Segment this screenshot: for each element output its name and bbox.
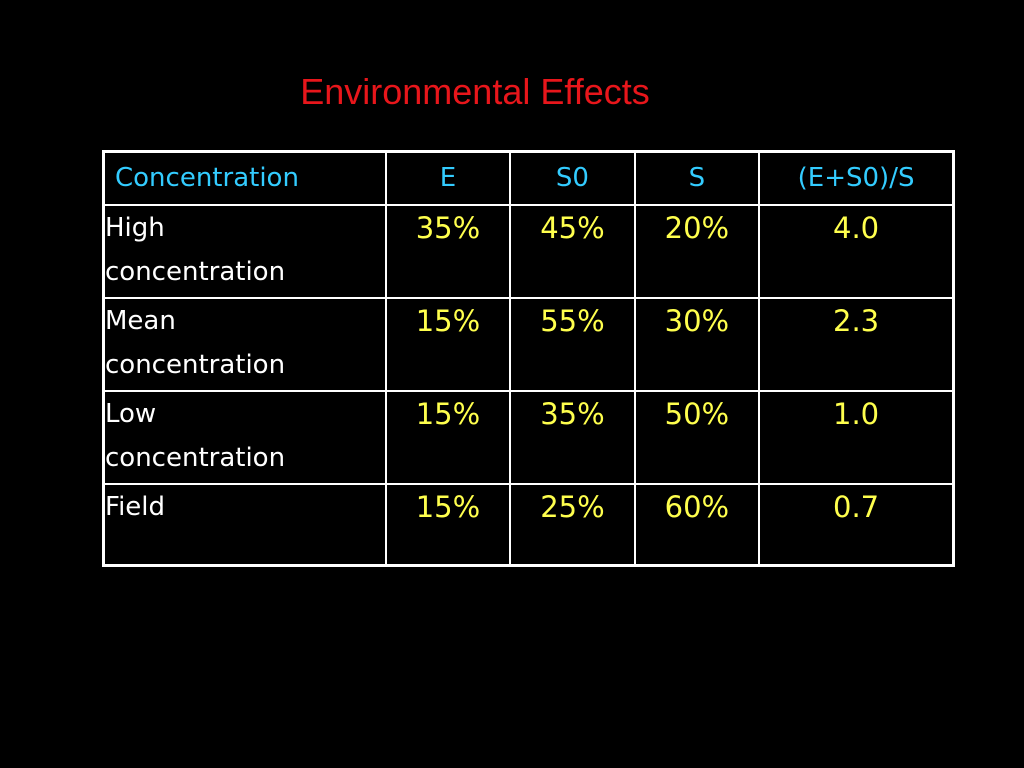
environmental-effects-table: Concentration E S0 S (E+S0)/S High conce…	[102, 150, 955, 567]
cell-value: 45%	[509, 203, 636, 299]
table-row: High concentration 35% 45% 20% 4.0	[102, 203, 955, 299]
row-label-low: Low concentration	[102, 389, 387, 485]
cell-value: 30%	[633, 296, 761, 392]
table-row: Field 15% 25% 60% 0.7	[102, 482, 955, 567]
cell-value: 0.7	[758, 482, 955, 567]
cell-value: 1.0	[758, 389, 955, 485]
cell-value: 55%	[509, 296, 636, 392]
cell-value: 35%	[384, 203, 512, 299]
header-s: S	[633, 150, 761, 206]
cell-value: 15%	[384, 296, 512, 392]
cell-value: 20%	[633, 203, 761, 299]
cell-value: 15%	[384, 482, 512, 567]
table-header-row: Concentration E S0 S (E+S0)/S	[102, 150, 955, 206]
header-e: E	[384, 150, 512, 206]
table-row: Low concentration 15% 35% 50% 1.0	[102, 389, 955, 485]
cell-value: 35%	[509, 389, 636, 485]
header-s0: S0	[509, 150, 636, 206]
cell-value: 60%	[633, 482, 761, 567]
header-ratio: (E+S0)/S	[758, 150, 955, 206]
row-label-mean: Mean concentration	[102, 296, 387, 392]
cell-value: 2.3	[758, 296, 955, 392]
slide-title: Environmental Effects	[300, 71, 650, 112]
table-row: Mean concentration 15% 55% 30% 2.3	[102, 296, 955, 392]
cell-value: 25%	[509, 482, 636, 567]
cell-value: 15%	[384, 389, 512, 485]
header-concentration: Concentration	[102, 150, 387, 206]
cell-value: 4.0	[758, 203, 955, 299]
row-label-high: High concentration	[102, 203, 387, 299]
cell-value: 50%	[633, 389, 761, 485]
row-label-field: Field	[102, 482, 387, 567]
